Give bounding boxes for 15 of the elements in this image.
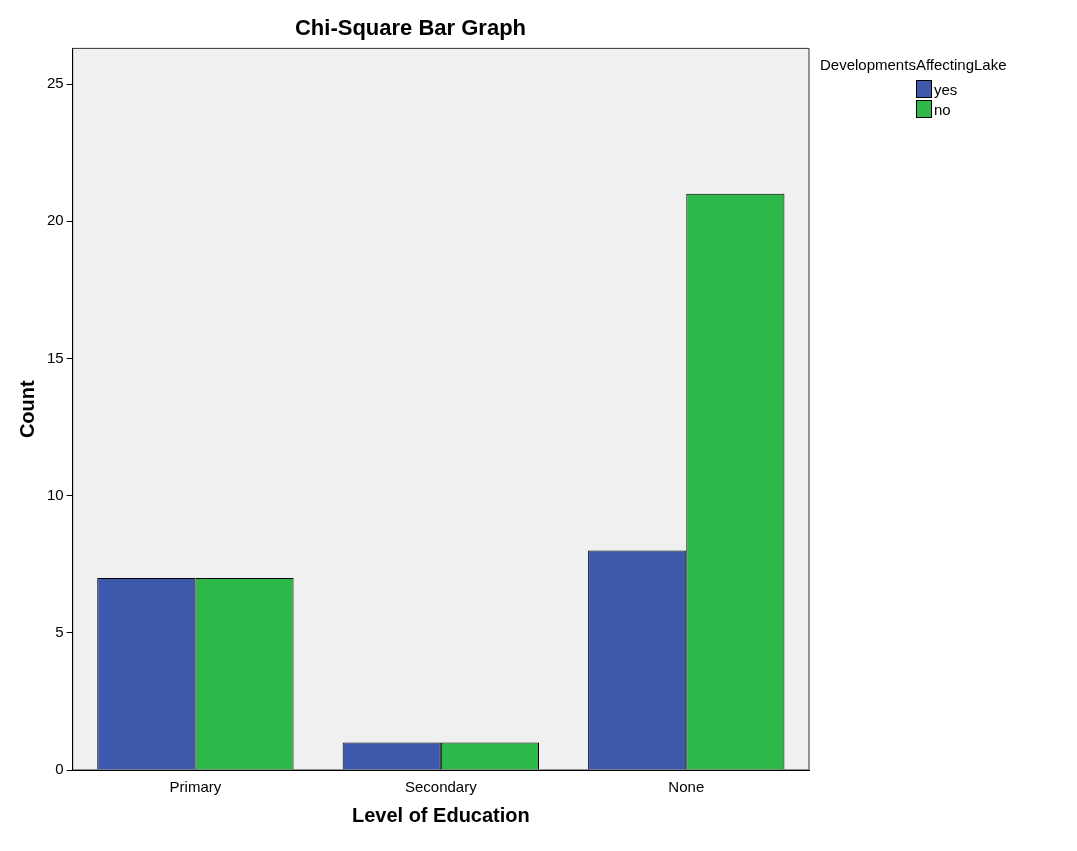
chart-title: Chi-Square Bar Graph bbox=[294, 15, 527, 41]
y-tick-label: 10 bbox=[47, 485, 64, 503]
y-tick-label: 15 bbox=[47, 348, 64, 366]
y-tick-label: 0 bbox=[55, 760, 64, 778]
x-axis-title: Level of Education bbox=[351, 803, 530, 826]
x-tick-label: Secondary bbox=[404, 778, 478, 796]
legend-title: DevelopmentsAffectingLake bbox=[820, 56, 1007, 73]
legend-label: no bbox=[934, 100, 951, 118]
x-tick-label: None bbox=[668, 778, 705, 796]
x-tick-label: Primary bbox=[169, 778, 222, 796]
y-tick-label: 20 bbox=[47, 211, 64, 229]
y-tick-label: 5 bbox=[55, 622, 64, 640]
legend-label: yes bbox=[934, 80, 958, 98]
y-axis-title: Count bbox=[15, 379, 38, 439]
y-tick-label: 25 bbox=[47, 74, 64, 92]
